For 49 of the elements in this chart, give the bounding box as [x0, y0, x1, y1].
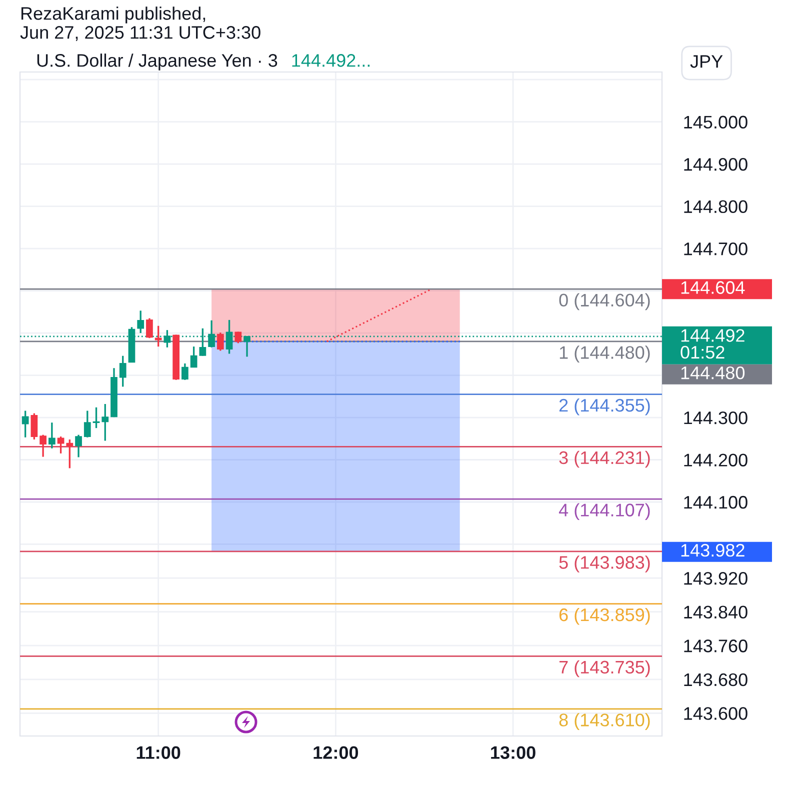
y-tick-label: 143.680	[684, 673, 748, 686]
annotation: 144.480	[681, 366, 745, 380]
y-tick-label: 143.760	[684, 640, 748, 652]
candlestick	[57, 436, 64, 454]
ref-line-label: 0 (144.604)	[559, 293, 650, 310]
ref-line-label: 7 (143.735)	[559, 660, 650, 678]
candlestick	[146, 317, 153, 339]
ref-line-label: 3 (144.231)	[559, 450, 650, 468]
candlestick	[66, 438, 74, 470]
ref-line-label: 6 (143.859)	[559, 608, 650, 625]
candlestick	[102, 403, 109, 442]
ref-line-label: 5 (143.983)	[559, 556, 650, 572]
x-tick-label: 12:00	[314, 746, 358, 759]
y-tick-label: 143.920	[684, 572, 748, 585]
ref-line-label: 8 (143.610)	[559, 713, 650, 730]
chart-title: U.S. Dollar / Japanese Yen · 3	[37, 54, 278, 70]
candlestick	[137, 310, 144, 334]
ref-line-label: 4 (144.107)	[558, 503, 650, 520]
y-tick-label: 144.800	[684, 200, 748, 214]
y-tick-label: 143.840	[684, 606, 748, 619]
annotation: 143.982	[681, 544, 744, 557]
candlestick	[75, 434, 82, 458]
x-tick-label: 11:00	[136, 746, 180, 759]
chart-subtitle: 144.492...	[292, 54, 370, 67]
candlestick	[119, 355, 126, 388]
text: Jun 27, 2025 11:31 UTC+3:30	[20, 26, 260, 41]
y-tick-label: 144.900	[684, 158, 748, 171]
candlestick	[40, 434, 46, 458]
candlestick	[22, 410, 29, 438]
y-tick-label: 143.600	[684, 707, 748, 720]
candlestick	[154, 325, 162, 348]
y-tick-label: 144.200	[684, 454, 748, 466]
candlestick	[84, 410, 91, 438]
candlestick	[30, 412, 38, 440]
ref-line-label: 2 (144.355)	[559, 398, 650, 416]
ref-line-label: 1 (144.480)	[560, 346, 650, 362]
y-tick-label: 144.700	[684, 242, 748, 256]
candlestick	[48, 422, 56, 450]
candlestick	[216, 332, 224, 352]
text: RezaKarami published,	[21, 6, 206, 24]
y-tick-label: 145.000	[684, 116, 748, 129]
annotation: 144.492 01:52	[680, 329, 744, 359]
x-tick-label: 13:00	[491, 746, 536, 760]
y-tick-label: 144.100	[684, 496, 748, 509]
candlestick	[182, 362, 188, 381]
y-axis-title: JPY	[690, 55, 723, 68]
candlestick	[190, 346, 198, 368]
candlestick	[92, 406, 100, 429]
y-tick-label: 144.300	[684, 411, 748, 424]
